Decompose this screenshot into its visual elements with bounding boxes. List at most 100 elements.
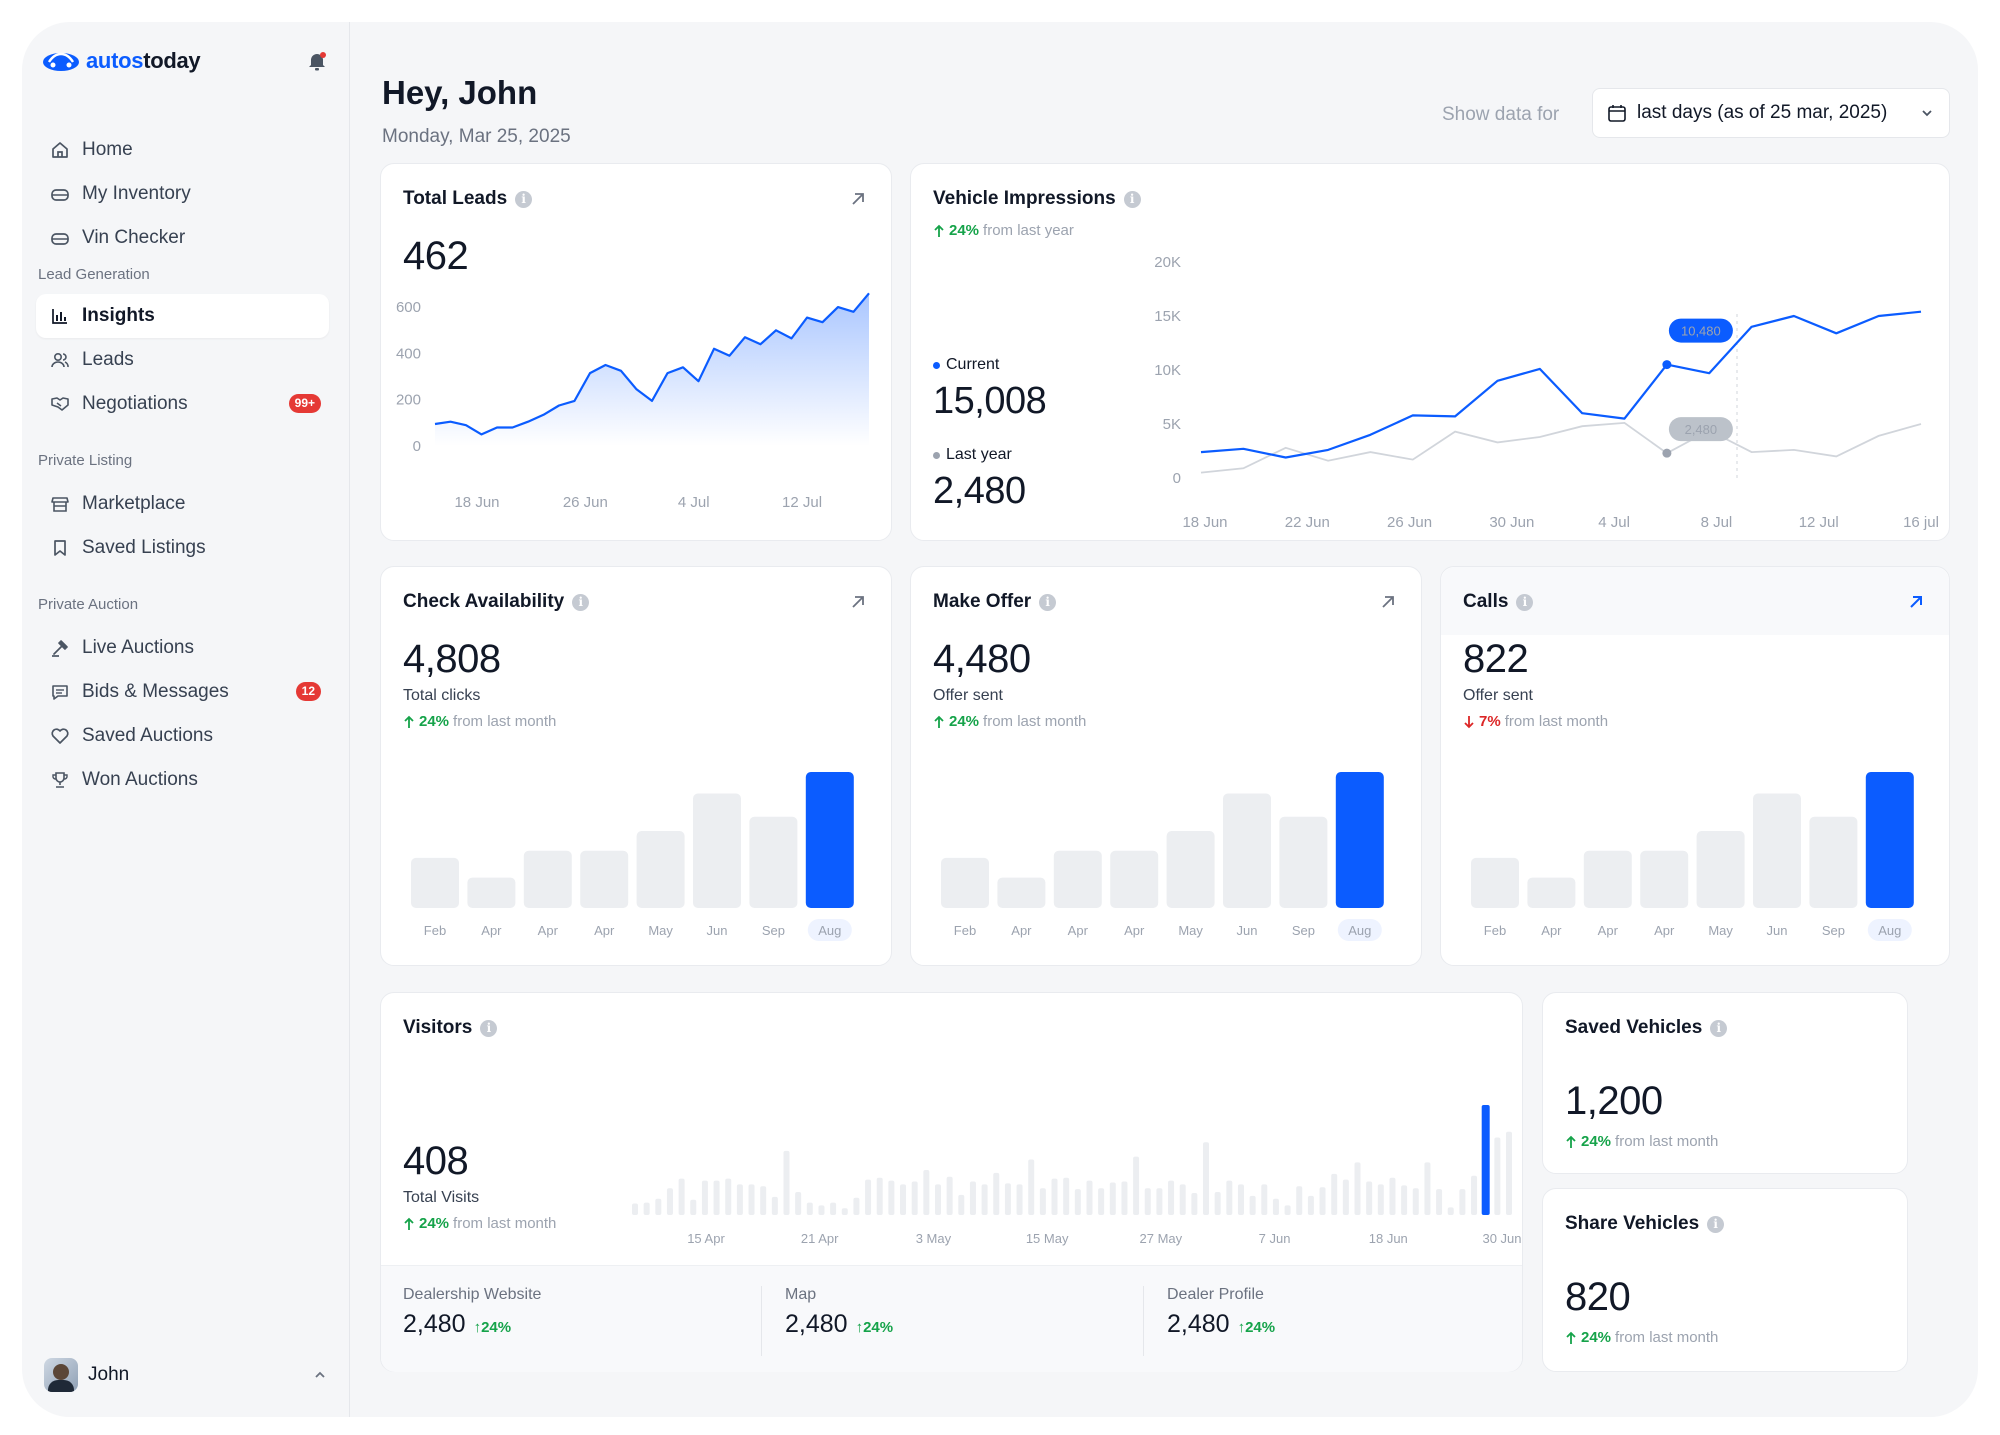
calls-value: 822 [1463, 637, 1529, 681]
visitor-bar [1098, 1188, 1105, 1215]
trend-text: from last month [983, 713, 1087, 730]
visitor-bar [701, 1180, 708, 1215]
info-icon[interactable]: i [480, 1019, 498, 1037]
visitor-bar [771, 1196, 778, 1215]
calls-title: Calls [1463, 591, 1509, 612]
trend-text: from last month [1504, 713, 1609, 730]
brand-logo[interactable]: autos today [42, 48, 201, 74]
sidebar-item-label: Marketplace [82, 493, 186, 514]
visitor-bar [923, 1170, 930, 1215]
saved-vehicles-trend: 24% from last month [1565, 1133, 1718, 1150]
x-tick-label: 15 Apr [687, 1231, 725, 1246]
x-tick-label: Apr [594, 923, 615, 938]
vehicle-impressions-card: Vehicle Impressions i 24% from last year… [910, 163, 1950, 541]
date-range-select[interactable]: last days (as of 25 mar, 2025) [1592, 88, 1950, 138]
sidebar-item-insights[interactable]: Insights [36, 294, 329, 338]
sidebar-item-bids-messages[interactable]: Bids & Messages 12 [36, 670, 329, 714]
info-icon[interactable]: i [515, 190, 533, 208]
info-icon[interactable]: i [572, 593, 590, 611]
arrow-up-right-icon[interactable] [849, 593, 867, 611]
visitor-bar [748, 1184, 755, 1215]
arrow-up-right-icon[interactable] [1907, 593, 1925, 611]
visitor-bar [1051, 1178, 1058, 1215]
visitor-bar [1226, 1180, 1233, 1215]
visitor-bar [1471, 1175, 1478, 1215]
visitor-bar [818, 1205, 825, 1215]
sidebar-item-saved-listings[interactable]: Saved Listings [36, 526, 329, 570]
y-tick-label: 0 [1173, 470, 1181, 487]
arrow-up-right-icon[interactable] [1379, 593, 1397, 611]
x-tick-label: Apr [1598, 923, 1619, 938]
section-label-lead-generation: Lead Generation [38, 266, 150, 283]
source-trend: ↑24% [473, 1319, 512, 1336]
highlight-label-bg [1337, 919, 1382, 941]
visitor-bar [1366, 1181, 1373, 1215]
x-tick-label: 18 Jun [1369, 1231, 1408, 1246]
y-tick-label: 5K [1163, 416, 1181, 433]
current-value: 15,008 [933, 380, 1047, 422]
visitor-bar [1028, 1159, 1035, 1215]
visitor-bar [1447, 1207, 1454, 1215]
visitor-bar [725, 1178, 732, 1215]
chevron-up-icon [315, 1371, 325, 1378]
arrow-up-right-icon[interactable] [849, 190, 867, 208]
show-data-label: Show data for [1442, 104, 1560, 125]
source-trend: ↑24% [855, 1319, 894, 1336]
sidebar-item-leads[interactable]: Leads [36, 338, 329, 382]
bar [1279, 816, 1328, 908]
notifications-button[interactable] [306, 50, 328, 77]
info-icon[interactable]: i [1039, 593, 1057, 611]
x-tick-label: 30 Jun [1489, 514, 1534, 531]
date-range-value: last days (as of 25 mar, 2025) [1637, 102, 1888, 123]
info-icon[interactable]: i [1123, 190, 1141, 208]
x-tick-label: 3 May [916, 1231, 952, 1246]
sidebar-item-negotiations[interactable]: Negotiations 99+ [36, 382, 329, 426]
sidebar-item-marketplace[interactable]: Marketplace [36, 482, 329, 526]
sidebar-item-live-auctions[interactable]: Live Auctions [36, 626, 329, 670]
last-year-legend: Last year [933, 446, 1012, 464]
bar [467, 877, 516, 908]
visitor-bar [1214, 1192, 1221, 1215]
info-icon[interactable]: i [1516, 593, 1534, 611]
visitors-chart: 15 Apr 21 Apr 3 May 15 May 27 May 7 Jun 18 Jun… [632, 1105, 1522, 1246]
y-tick-label: 20K [1154, 254, 1181, 271]
saved-vehicles-title: Saved Vehicles [1565, 1017, 1703, 1038]
sidebar-item-saved-auctions[interactable]: Saved Auctions [36, 714, 329, 758]
source-dealership-website: Dealership Website 2,480 ↑24% [403, 1286, 541, 1339]
source-trend: ↑24% [1237, 1319, 1276, 1336]
trend-pct: 24% [419, 1215, 450, 1232]
total-leads-chart: 0 200 400 600 18 Jun 26 Jun 4 Jul 12 Jul 16 jul [396, 292, 893, 511]
visitor-bar [1039, 1188, 1046, 1215]
user-menu[interactable]: John [44, 1354, 328, 1396]
visitors-value: 408 [403, 1139, 469, 1183]
visitor-bar [760, 1186, 767, 1215]
visitor-bar [1377, 1184, 1384, 1215]
info-icon[interactable]: i [1710, 1019, 1728, 1037]
source-dealer-profile: Dealer Profile 2,480 ↑24% [1167, 1286, 1275, 1339]
info-icon[interactable]: i [1707, 1215, 1725, 1233]
visitor-bar [1261, 1184, 1268, 1215]
sidebar-item-vin-checker[interactable]: Vin Checker [36, 216, 329, 260]
last-year-series-line [1200, 421, 1922, 474]
x-tick-label: Feb [954, 923, 976, 938]
visitor-bar [678, 1178, 685, 1215]
divider [761, 1286, 762, 1356]
x-tick-label: Apr [538, 923, 559, 938]
visitor-bar [1249, 1195, 1256, 1215]
visitor-bar [853, 1197, 860, 1215]
section-label-private-auction: Private Auction [38, 596, 139, 613]
sidebar-item-label: Live Auctions [82, 637, 194, 658]
sidebar-item-home[interactable]: Home [36, 128, 329, 172]
source-value: 2,480 [785, 1310, 848, 1338]
sidebar-item-won-auctions[interactable]: Won Auctions [36, 758, 329, 802]
x-tick-label: 26 Jun [563, 494, 608, 511]
total-leads-title: Total Leads [403, 188, 508, 209]
sidebar-item-inventory[interactable]: My Inventory [36, 172, 329, 216]
visitor-bar [666, 1188, 673, 1215]
calls-trend: 7% from last month [1463, 713, 1608, 730]
visitor-bar [1237, 1184, 1244, 1215]
trend-pct: 24% [1581, 1329, 1612, 1346]
visitor-bar [806, 1202, 813, 1215]
x-tick-label: Sep [762, 923, 785, 938]
check-availability-title: Check Availability [403, 591, 565, 612]
